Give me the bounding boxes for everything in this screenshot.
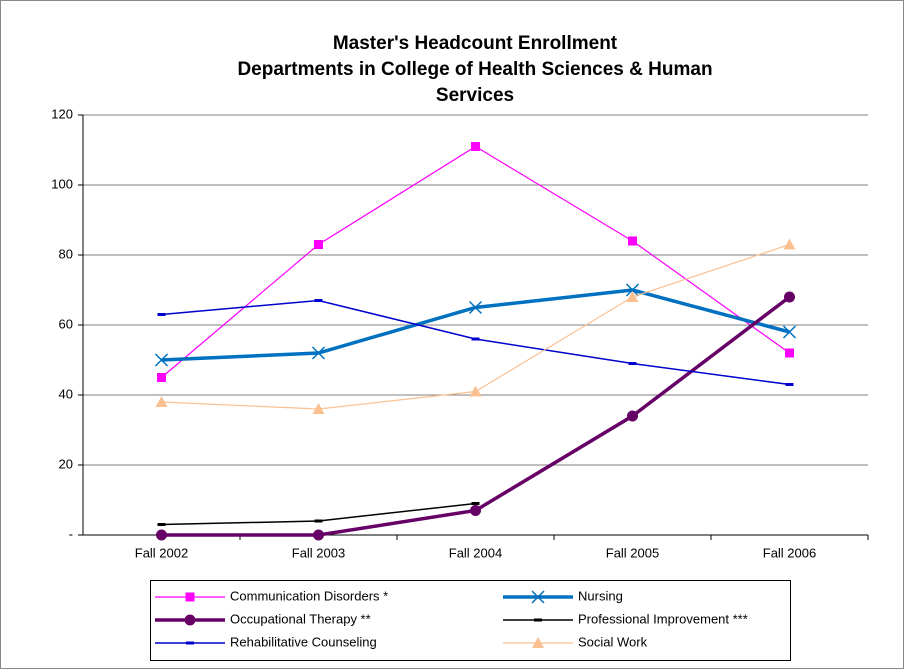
point-marker: [313, 529, 324, 541]
chart-title: Departments in College of Health Science…: [237, 59, 712, 80]
legend-marker: [184, 614, 196, 626]
point-marker: [785, 348, 794, 358]
chart-title: Master's Headcount Enrollment: [333, 33, 618, 54]
point-marker: [312, 403, 325, 414]
legend-box: [150, 580, 791, 661]
legend-label: Communication Disorders *: [230, 588, 388, 603]
y-tick-label: 120: [51, 106, 73, 121]
point-marker: [782, 325, 797, 339]
point-marker: [626, 291, 639, 302]
point-marker: [468, 300, 483, 315]
chart-title: Services: [436, 85, 514, 106]
y-tick-label: 100: [51, 176, 73, 191]
point-marker: [627, 410, 638, 422]
legend-marker: [531, 590, 545, 604]
y-tick-label: 80: [59, 246, 73, 261]
point-marker: [155, 396, 168, 407]
point-marker: [469, 385, 482, 397]
point-marker: [311, 346, 326, 360]
legend-label: Occupational Therapy **: [230, 611, 371, 626]
x-tick-label: Fall 2002: [135, 545, 188, 560]
x-tick-label: Fall 2005: [606, 545, 659, 560]
x-tick-label: Fall 2006: [763, 545, 816, 560]
y-tick-label: 60: [59, 316, 73, 331]
legend-label: Professional Improvement ***: [578, 611, 748, 626]
point-marker: [628, 236, 637, 246]
legend-marker: [532, 637, 544, 648]
point-marker: [471, 142, 480, 151]
point-marker: [154, 353, 169, 367]
point-marker: [157, 373, 166, 382]
y-tick-label: 40: [59, 386, 73, 401]
legend-label: Social Work: [578, 634, 648, 649]
legend-label: Rehabilitative Counseling: [230, 634, 377, 649]
y-tick-label: -: [69, 526, 73, 541]
point-marker: [783, 238, 796, 250]
x-tick-label: Fall 2004: [449, 545, 502, 560]
point-marker: [784, 291, 795, 303]
y-tick-label: 20: [59, 456, 73, 471]
point-marker: [625, 283, 640, 297]
legend-marker: [185, 592, 195, 602]
point-marker: [156, 529, 167, 541]
point-marker: [470, 505, 481, 516]
x-tick-label: Fall 2003: [292, 545, 345, 560]
point-marker: [314, 240, 323, 249]
legend-label: Nursing: [578, 588, 623, 603]
